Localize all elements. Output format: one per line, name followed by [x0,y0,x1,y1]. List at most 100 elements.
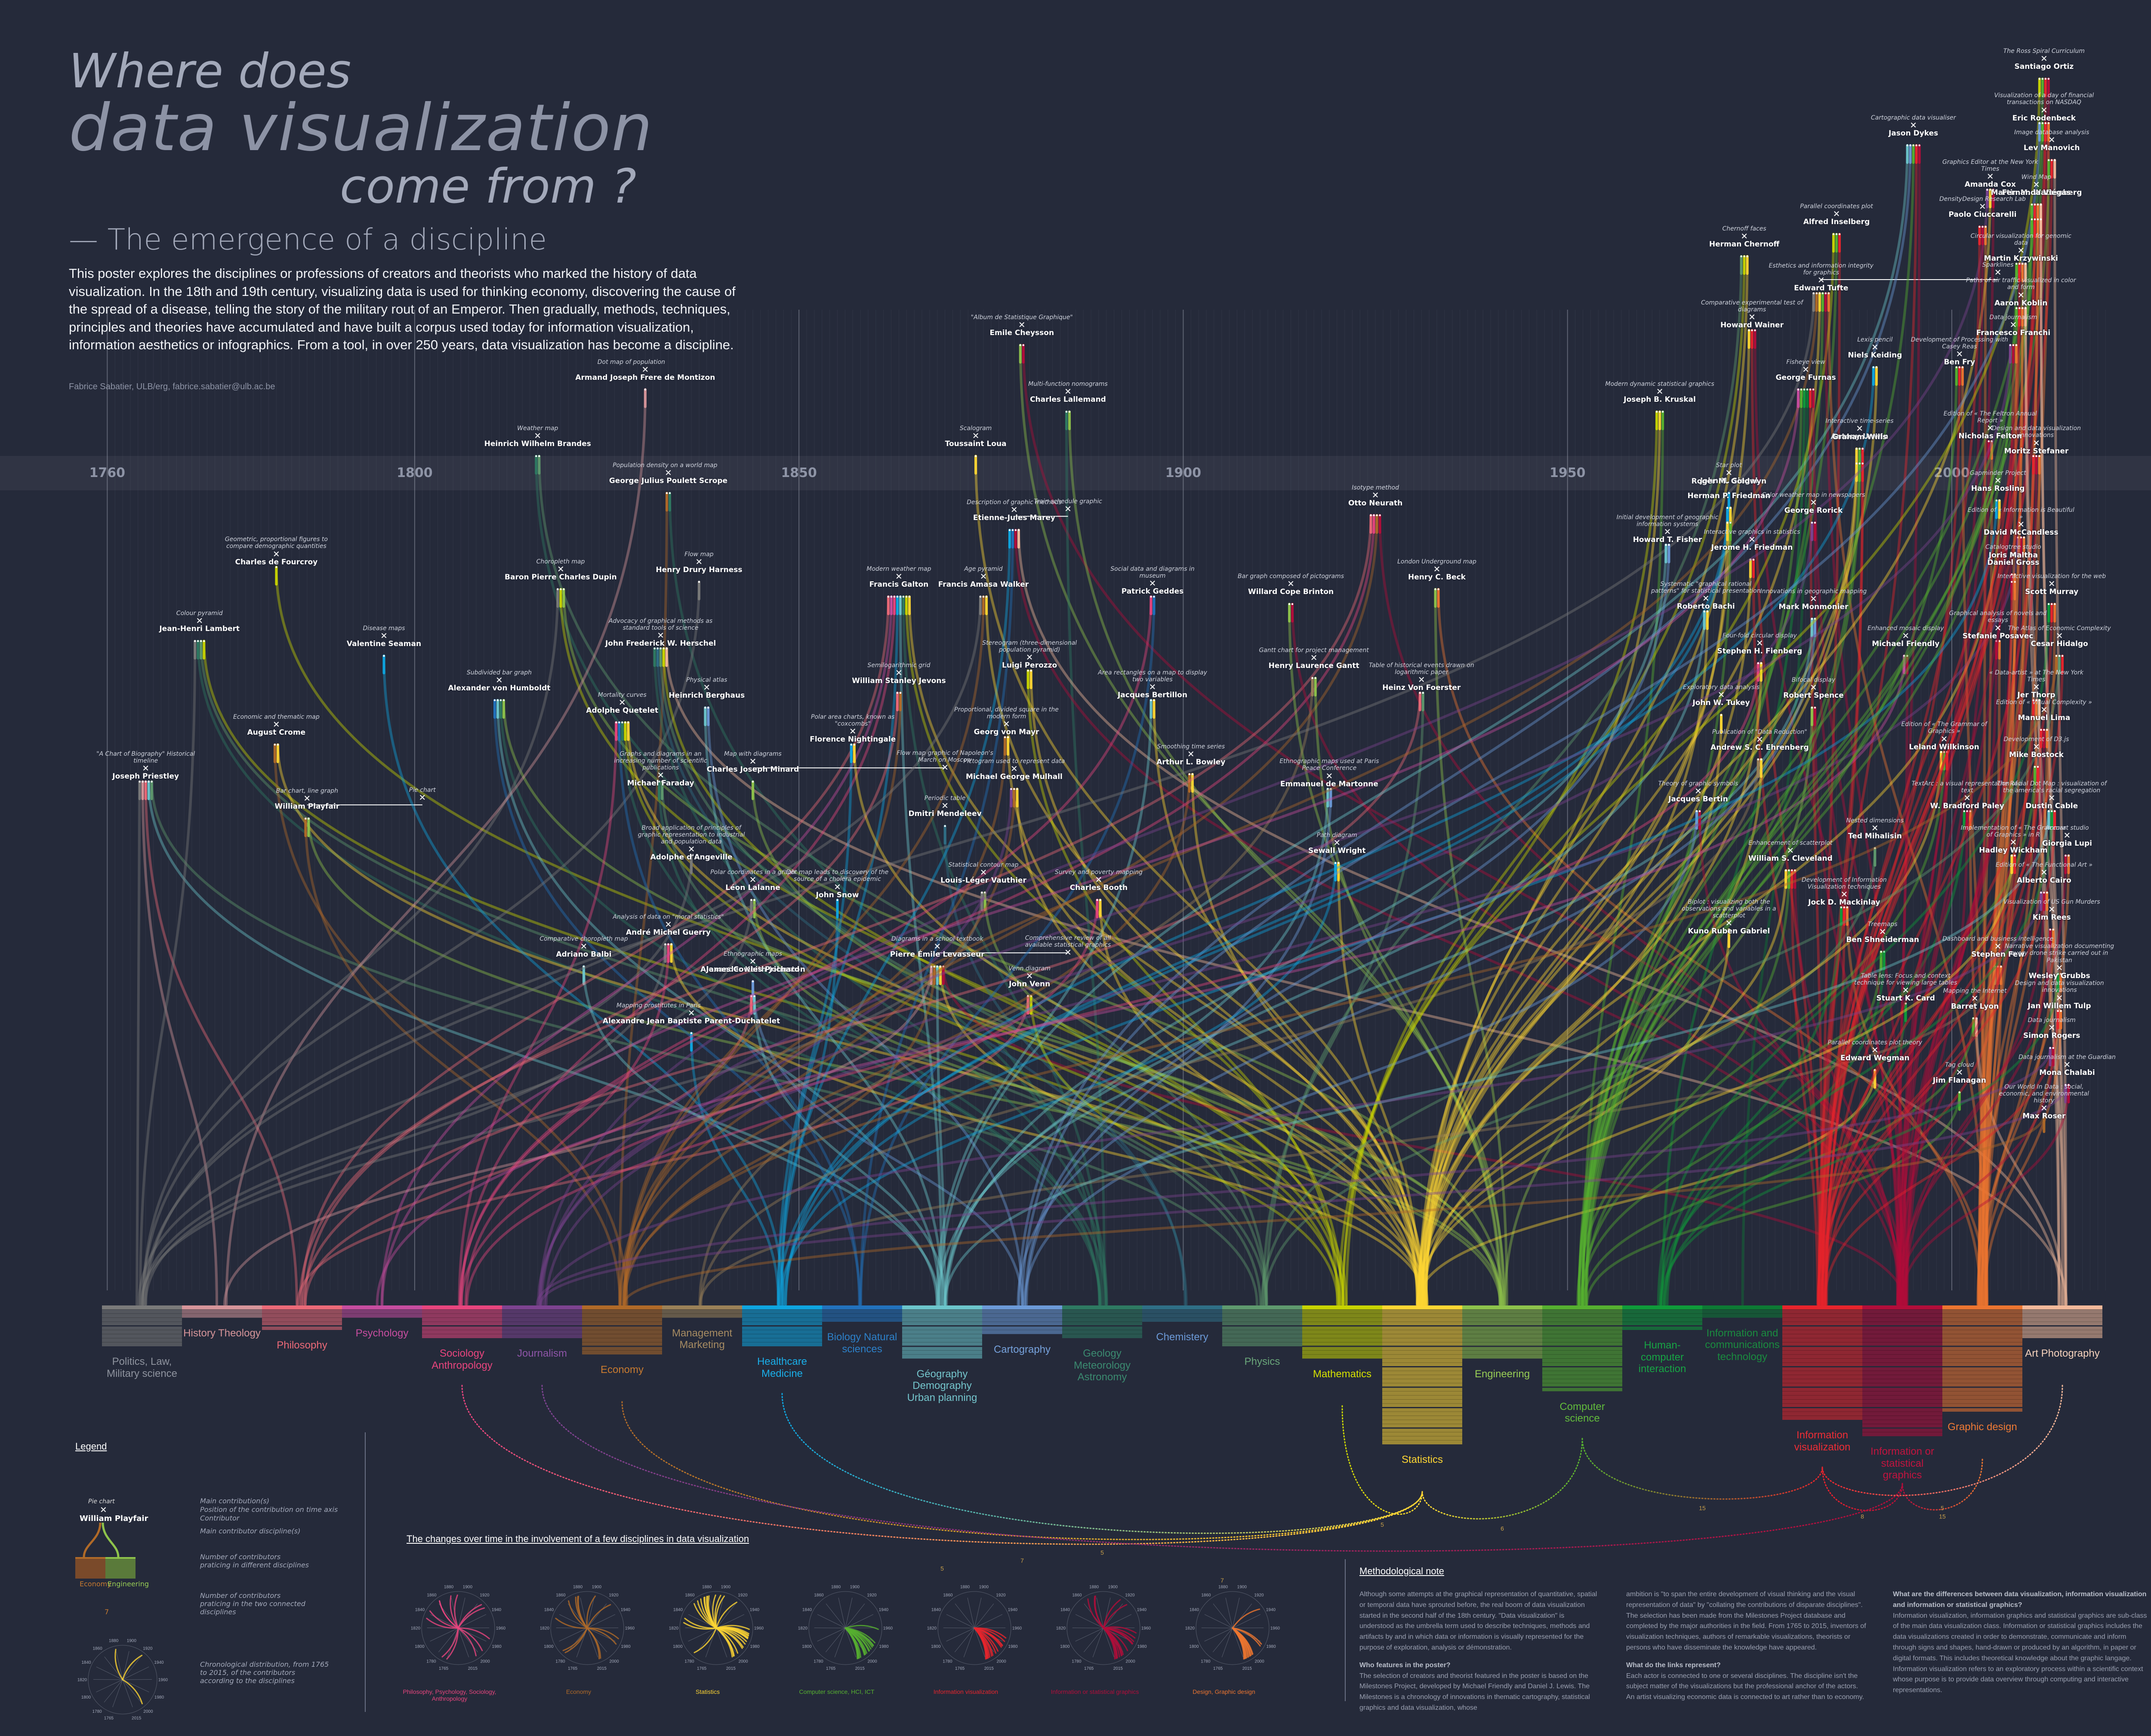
contributor-node[interactable]: Initial development of geographic inform… [1612,514,1723,544]
contributor-node[interactable]: Modern dynamic statistical graphics ✕ Jose… [1605,381,1714,404]
contributor-node[interactable]: Smoothing time series ✕ Arthur L. Bowley [1156,743,1225,766]
contributor-node[interactable]: Mapping prostitutes in Paris ✕ Alexandre J… [603,1002,780,1025]
contributor-node[interactable]: Bar chart, line graph ✕ William Playfair [275,788,340,811]
contributor-node[interactable]: Disease maps ✕ Valentine Seaman [347,625,421,648]
contributor-node[interactable]: Weather map ✕ Heinrich Wilhelm Brandes [484,425,591,448]
contributor-node[interactable]: Bar graph composed of pictograms ✕ Willard… [1238,573,1344,596]
contributor-node[interactable]: Gapminder Project ✕ Hans Rosling [1970,470,2026,493]
contributor-node[interactable]: Edition of « The Grammar of Graphics » ✕ L… [1888,721,2000,751]
contributor-node[interactable]: Star plot ✕ John H. Siegel [1700,462,1758,485]
contributor-node[interactable]: Survey and poverty mapping ✕ Charles Booth [1055,869,1143,892]
contributor-node[interactable]: Four-fold circular display ✕ Stephen H. Fi… [1717,632,1803,656]
contributor-node[interactable]: Interactive graphics in statistics ✕ Jerom… [1704,529,1800,552]
contributor-node[interactable]: Age pyramid ✕ Francis Amasa Walker [938,566,1029,589]
contributor-node[interactable]: Publication of "Data Reduction" ✕ Andrew S… [1710,729,1809,752]
contributor-node[interactable]: Fisheye view ✕ George Furnas [1775,359,1836,382]
contributor-node[interactable]: Edition of « The Feltron Annual Report »… [1934,410,2046,440]
contributor-node[interactable]: Data journalism at the Guardian ✕ Mona Cha… [2018,1054,2116,1077]
contributor-node[interactable]: Color weather map in newspapers ✕ George R… [1762,492,1865,515]
contributor-node[interactable]: Interactive time-series ✕ Antony Unwin [1826,418,1894,441]
contributor-node[interactable]: Scalogram ✕ Toussaint Loua [945,425,1007,448]
contributor-node[interactable]: Proportional, divided square in the mode… [951,706,1063,736]
contributor-node[interactable]: Economic and thematic map ✕ August Crome [233,714,320,737]
contributor-node[interactable]: Data journalism ✕ Francesco Franchi [1976,314,2050,337]
contributor-node[interactable]: Geometric, proportional figures to compa… [220,536,332,566]
contributor-node[interactable]: Paths of air traffic visualized in color… [1965,277,2077,307]
contributor-node[interactable]: Treemaps ✕ Ben Shneiderman [1846,921,1919,944]
contributor-node[interactable]: Broad application of principles of graph… [635,825,747,862]
contributor-node[interactable]: Gantt chart for project management ✕ Henry… [1259,647,1368,670]
contributor-node[interactable]: Accurat studio ✕ Giorgia Lupi [2042,825,2092,848]
contributor-node[interactable]: Bifocal display ✕ Robert Spence [1783,677,1844,700]
contributor-node[interactable]: James Cowles Prichard [706,965,799,974]
contributor-node[interactable]: Polar area charts, known as "coxcombs" ✕ F… [797,714,909,744]
contributor-node[interactable]: Lexis pencil ✕ Niels Keiding [1848,336,1902,360]
contributor-node[interactable]: Enhanced mosaic display ✕ Michael Friendly [1867,625,1944,648]
contributor-node[interactable]: Edition of « The Functional Art » ✕ Albert… [1996,862,2092,885]
contributor-node[interactable]: Chernoff faces ✕ Herman Chernoff [1709,225,1779,249]
contributor-node[interactable]: Social data and diagrams in museum ✕ Patri… [1097,566,1208,596]
contributor-node[interactable]: Circular visualization for genomic data ✕… [1965,233,2077,263]
contributor-node[interactable]: Physical atlas ✕ Heinrich Berghaus [669,677,745,700]
contributor-node[interactable]: Advocacy of graphical methods as standar… [605,618,717,648]
contributor-node[interactable]: Our World In Data : social, economic, an… [1988,1083,2100,1120]
contributor-node[interactable]: Stereogram (three-dimensional population… [974,640,1085,670]
contributor-node[interactable]: Interactive visualization for the web ✕ Sc… [1997,573,2106,596]
contributor-node[interactable]: Colour pyramid ✕ Jean-Henri Lambert [159,610,240,633]
contributor-node[interactable]: Population density on a world map ✕ George… [609,462,727,485]
contributor-node[interactable]: Table of historical events drawn on loga… [1365,662,1477,692]
contributor-node[interactable]: Wind Map ✕ Martin M. Wattenberg [1991,174,2082,197]
contributor-node[interactable]: TextArc : a visual representation of a t… [1911,780,2023,810]
contributor-node[interactable]: Cartographic data visualiser ✕ Jason Dykes [1871,114,1956,138]
contributor-node[interactable]: Venn diagram ✕ John Venn [1008,965,1051,988]
contributor-node[interactable]: Mapping the Internet ✕ Barret Lyon [1943,988,2007,1011]
contributor-node[interactable]: London Underground map ✕ Henry C. Beck [1397,558,1476,582]
contributor-node[interactable]: Dashboard and business intelligence ✕ Step… [1942,936,2053,959]
contributor-node[interactable]: Periodic table ✕ Dmitri Mendeleev [909,795,982,818]
contributor-node[interactable]: Nested dimensions ✕ Ted Mihalisin [1846,817,1904,840]
contributor-node[interactable]: The Atlas of Economic Complexity ✕ Cesar H… [2008,625,2111,648]
contributor-node[interactable]: Implementation of « The Grammar of Graph… [1957,825,2069,855]
contributor-node[interactable]: Modern weather map ✕ Francis Galton [866,566,931,589]
contributor-node[interactable]: Pictogram used to represent data ✕ Michael… [963,758,1065,781]
contributor-node[interactable]: Enhancement of scatterplot ✕ William S. Cl… [1748,840,1833,863]
contributor-node[interactable]: Parallel coordinates plot ✕ Alfred Inselbe… [1800,203,1873,226]
contributor-node[interactable]: Multi-function nomograms ✕ Charles Lallema… [1028,381,1108,404]
contributor-node[interactable]: Graphs and diagrams in an increasing num… [605,751,717,788]
contributor-node[interactable]: Edition of « Visual Complexity » ✕ Manuel … [1996,699,2092,722]
contributor-node[interactable]: Roger M. Goldwyn [1692,477,1767,486]
contributor-node[interactable]: Visualization of US Gun Murders ✕ Kim Rees [2003,899,2100,922]
contributor-node[interactable]: Dot map leads to discovery of the source… [782,869,894,899]
contributor-node[interactable]: Polar coordinates in a graph ✕ Léon Lalann… [710,869,795,892]
contributor-node[interactable]: Choropleth map ✕ Baron Pierre Charles Dupi… [505,558,617,582]
contributor-node[interactable]: Image database analysis ✕ Lev Manovich [2014,129,2089,152]
contributor-node[interactable]: Statistical contour map ✕ Louis-Léger Vaut… [940,862,1026,885]
contributor-node[interactable]: Catalogtree studio ✕ Daniel Gross [1985,544,2041,567]
contributor-node[interactable]: Development of Information Visualization… [1788,877,1900,907]
contributor-node[interactable]: Fernanda Viégas [2002,188,2071,197]
contributor-node[interactable]: Narrative visualization documenting ever… [2003,943,2115,980]
contributor-node[interactable]: Path diagram ✕ Sewall Wright [1308,832,1366,855]
contributor-node[interactable]: The Ross Spiral Curriculum ✕ Santiago Orti… [2003,48,2085,71]
contributor-node[interactable]: Esthetics and information integrity for … [1765,262,1877,292]
contributor-node[interactable]: Joris Maltha [1989,551,2038,560]
contributor-node[interactable]: "Album de Statistique Graphique" ✕ Emile C… [971,314,1073,337]
contributor-node[interactable]: Subdivided bar graph ✕ Alexander von Humbo… [448,669,551,693]
contributor-node[interactable]: Ethnographic maps ✕ Alexander Keith Johnst… [700,951,805,974]
contributor-node[interactable]: Development of Processing with Casey Rea… [1904,336,2015,366]
contributor-node[interactable]: Exploratory data analysis ✕ John W. Tukey [1683,684,1760,707]
contributor-node[interactable]: Development of D3.js ✕ Mike Bostock [2003,736,2069,759]
contributor-node[interactable]: DensityDesign Research Lab ✕ Paolo Ciuccar… [1939,196,2026,219]
contributor-node[interactable]: Description of graphic methods ✕ Etienne-J… [967,499,1062,522]
contributor-node[interactable]: "A Chart of Biography" Historical timeli… [90,751,202,781]
contributor-node[interactable]: Isotype method ✕ Otto Neurath [1348,484,1402,508]
contributor-node[interactable]: Mortality curves ✕ Adolphe Quetelet [586,692,658,715]
contributor-node[interactable]: « Data-artist » at The New York Times ✕ Je… [1980,669,2092,699]
contributor-node[interactable]: Graphics Editor at the New York Times ✕ Am… [1934,159,2046,189]
contributor-node[interactable]: Flow map ✕ Henry Drury Harness [656,551,742,574]
contributor-node[interactable]: Comparative experimental test of diagram… [1696,299,1808,329]
contributor-node[interactable]: Theory of graphic symbols ✕ Jacques Bertin [1658,780,1738,803]
contributor-node[interactable]: Biplot : visualizing both the observatio… [1673,899,1785,936]
contributor-node[interactable]: Area rectangles on a map to display two … [1097,669,1208,699]
contributor-node[interactable]: Design and data visualization innovation… [1980,425,2092,455]
